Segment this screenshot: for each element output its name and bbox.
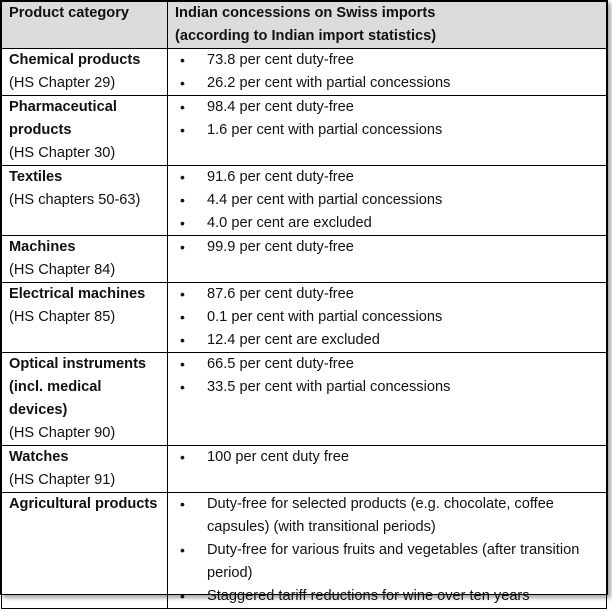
concessions-list: 73.8 per cent duty-free26.2 per cent wit… <box>175 49 602 95</box>
concession-item: 26.2 per cent with partial concessions <box>175 72 602 95</box>
category-cell: Optical instruments (incl. medical devic… <box>1 352 168 446</box>
category-name: Agricultural products <box>9 496 158 512</box>
header-col2-line1: Indian concessions on Swiss imports <box>175 5 436 21</box>
category-cell: Chemical products (HS Chapter 29) <box>1 48 168 96</box>
concession-item: Staggered tariff reductions for wine ove… <box>175 585 602 608</box>
concessions-cell: 91.6 per cent duty-free4.4 per cent with… <box>167 165 607 236</box>
hs-chapter: (HS Chapter 90) <box>9 425 116 441</box>
hs-chapter: (HS Chapter 29) <box>9 75 116 91</box>
concession-item: 73.8 per cent duty-free <box>175 49 602 72</box>
table-row: Watches (HS Chapter 91) 100 per cent duty … <box>1 445 607 493</box>
category-cell: Pharmaceutical products (HS Chapter 30) <box>1 95 168 166</box>
category-name: Textiles <box>9 169 63 185</box>
concession-item: 4.4 per cent with partial concessions <box>175 189 602 212</box>
concessions-cell: 73.8 per cent duty-free26.2 per cent wit… <box>167 48 607 96</box>
category-name: Chemical products <box>9 52 141 68</box>
concessions-cell: Duty-free for selected products (e.g. ch… <box>167 492 607 609</box>
concession-item: 4.0 per cent are excluded <box>175 212 602 235</box>
table-row: Electrical machines (HS Chapter 85) 87.6 p… <box>1 282 607 353</box>
concession-item: 100 per cent duty free <box>175 446 602 469</box>
category-name: Machines <box>9 239 76 255</box>
concession-item: 91.6 per cent duty-free <box>175 166 602 189</box>
category-cell: Machines (HS Chapter 84) <box>1 235 168 283</box>
header-concessions: Indian concessions on Swiss imports (acc… <box>167 1 607 49</box>
concessions-list: 99.9 per cent duty-free <box>175 236 602 259</box>
hs-chapter: (HS Chapter 84) <box>9 262 116 278</box>
concession-item: 33.5 per cent with partial concessions <box>175 376 602 399</box>
concessions-list: 91.6 per cent duty-free4.4 per cent with… <box>175 166 602 235</box>
concession-item: Duty-free for selected products (e.g. ch… <box>175 493 602 539</box>
category-cell: Electrical machines (HS Chapter 85) <box>1 282 168 353</box>
category-cell: Agricultural products <box>1 492 168 609</box>
hs-chapter: (HS Chapter 91) <box>9 472 116 488</box>
concession-item: 66.5 per cent duty-free <box>175 353 602 376</box>
concessions-list: 98.4 per cent duty-free1.6 per cent with… <box>175 96 602 142</box>
table-body: Chemical products (HS Chapter 29) 73.8 per… <box>1 48 607 609</box>
category-cell: Watches (HS Chapter 91) <box>1 445 168 493</box>
concessions-cell: 99.9 per cent duty-free <box>167 235 607 283</box>
concessions-table-frame: Product category Indian concessions on S… <box>0 0 608 595</box>
concessions-cell: 98.4 per cent duty-free1.6 per cent with… <box>167 95 607 166</box>
table-row: Optical instruments (incl. medical devic… <box>1 352 607 446</box>
concession-item: 99.9 per cent duty-free <box>175 236 602 259</box>
concessions-cell: 100 per cent duty free <box>167 445 607 493</box>
category-name: Optical instruments (incl. medical devic… <box>9 356 147 418</box>
hs-chapter: (HS Chapter 30) <box>9 145 116 161</box>
concessions-list: 100 per cent duty free <box>175 446 602 469</box>
concessions-list: Duty-free for selected products (e.g. ch… <box>175 493 602 608</box>
concession-item: 12.4 per cent are excluded <box>175 329 602 352</box>
table-header-row: Product category Indian concessions on S… <box>1 1 607 49</box>
concession-item: 1.6 per cent with partial concessions <box>175 119 602 142</box>
table-row: Agricultural products Duty-free for selec… <box>1 492 607 609</box>
category-cell: Textiles (HS chapters 50-63) <box>1 165 168 236</box>
hs-chapter: (HS Chapter 85) <box>9 309 116 325</box>
category-name: Electrical machines <box>9 286 146 302</box>
concessions-cell: 87.6 per cent duty-free0.1 per cent with… <box>167 282 607 353</box>
table-row: Textiles (HS chapters 50-63) 91.6 per cent… <box>1 165 607 236</box>
header-col1-text: Product category <box>9 5 130 21</box>
concessions-cell: 66.5 per cent duty-free33.5 per cent wit… <box>167 352 607 446</box>
header-col2-line2: (according to Indian import statistics) <box>175 28 437 44</box>
table-row: Pharmaceutical products (HS Chapter 30) 98… <box>1 95 607 166</box>
concessions-list: 87.6 per cent duty-free0.1 per cent with… <box>175 283 602 352</box>
table-row: Machines (HS Chapter 84) 99.9 per cent dut… <box>1 235 607 283</box>
concession-item: 0.1 per cent with partial concessions <box>175 306 602 329</box>
category-name: Pharmaceutical products <box>9 99 117 138</box>
concession-item: 87.6 per cent duty-free <box>175 283 602 306</box>
hs-chapter: (HS chapters 50-63) <box>9 192 141 208</box>
concession-item: 98.4 per cent duty-free <box>175 96 602 119</box>
category-name: Watches <box>9 449 69 465</box>
concession-item: Duty-free for various fruits and vegetab… <box>175 539 602 585</box>
header-product-category: Product category <box>1 1 168 49</box>
concessions-list: 66.5 per cent duty-free33.5 per cent wit… <box>175 353 602 399</box>
table-row: Chemical products (HS Chapter 29) 73.8 per… <box>1 48 607 96</box>
